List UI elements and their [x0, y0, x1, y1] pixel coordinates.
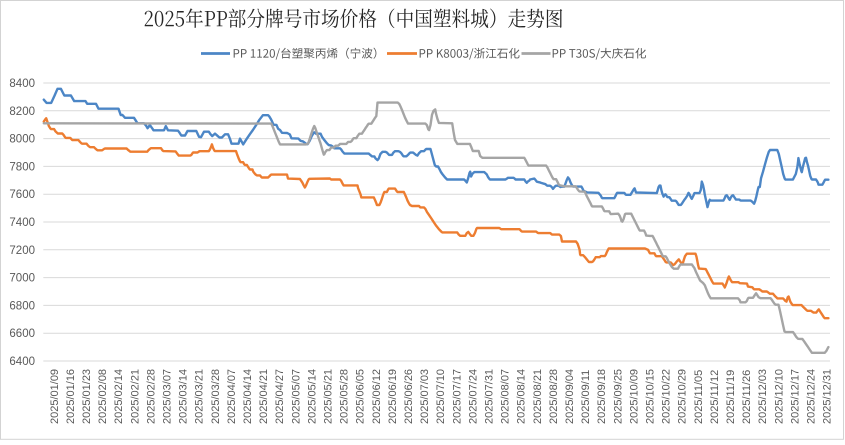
svg-text:2025/04/27: 2025/04/27 [274, 369, 286, 424]
svg-text:6600: 6600 [9, 328, 35, 340]
svg-text:2025/11/19: 2025/11/19 [725, 370, 737, 424]
svg-text:2025/04/07: 2025/04/07 [226, 369, 238, 424]
svg-text:2025/04/21: 2025/04/21 [258, 369, 270, 424]
svg-text:2025/10/09: 2025/10/09 [628, 369, 640, 424]
svg-text:2025/03/28: 2025/03/28 [210, 369, 222, 424]
svg-text:2025/08/28: 2025/08/28 [548, 369, 560, 424]
svg-text:2025/01/16: 2025/01/16 [65, 369, 77, 424]
svg-text:2025/07/17: 2025/07/17 [451, 369, 463, 424]
svg-text:2025/10/22: 2025/10/22 [661, 369, 673, 424]
svg-text:6800: 6800 [9, 300, 35, 312]
svg-text:2025/02/14: 2025/02/14 [113, 369, 125, 424]
svg-text:2025/02/28: 2025/02/28 [145, 369, 157, 424]
svg-text:2025/04/14: 2025/04/14 [242, 369, 254, 424]
svg-text:2025/06/19: 2025/06/19 [387, 369, 399, 424]
svg-text:2025/08/14: 2025/08/14 [516, 369, 528, 424]
svg-text:7800: 7800 [9, 161, 35, 173]
svg-text:2025/02/21: 2025/02/21 [129, 369, 141, 424]
svg-text:2025/05/14: 2025/05/14 [306, 369, 318, 424]
svg-text:2025/12/31: 2025/12/31 [822, 369, 834, 424]
svg-text:2025/03/14: 2025/03/14 [178, 369, 190, 424]
svg-text:2025/01/09: 2025/01/09 [49, 369, 61, 424]
svg-text:7000: 7000 [9, 273, 35, 285]
svg-text:8000: 8000 [9, 134, 35, 146]
svg-text:2025/05/28: 2025/05/28 [339, 369, 351, 424]
svg-text:7200: 7200 [9, 245, 35, 257]
svg-text:2025/06/12: 2025/06/12 [371, 369, 383, 424]
svg-text:2025/07/10: 2025/07/10 [435, 369, 447, 424]
svg-text:2025/11/26: 2025/11/26 [741, 370, 753, 424]
svg-text:2025/03/21: 2025/03/21 [194, 369, 206, 424]
svg-text:2025/05/21: 2025/05/21 [323, 369, 335, 424]
svg-text:2025/06/05: 2025/06/05 [355, 369, 367, 424]
svg-text:2025/03/07: 2025/03/07 [162, 369, 174, 424]
svg-text:7600: 7600 [9, 189, 35, 201]
svg-text:2025/12/03: 2025/12/03 [757, 369, 769, 424]
svg-text:2025/12/10: 2025/12/10 [773, 369, 785, 424]
svg-text:2025/09/11: 2025/09/11 [580, 370, 592, 424]
svg-text:2025/07/24: 2025/07/24 [467, 369, 479, 424]
svg-text:2025/09/25: 2025/09/25 [612, 369, 624, 424]
svg-text:2025/09/04: 2025/09/04 [564, 369, 576, 424]
svg-text:2025/11/12: 2025/11/12 [709, 370, 721, 424]
svg-text:2025/08/07: 2025/08/07 [500, 369, 512, 424]
svg-text:2025/09/18: 2025/09/18 [596, 369, 608, 424]
svg-text:2025/02/08: 2025/02/08 [97, 369, 109, 424]
svg-text:2025/07/31: 2025/07/31 [484, 369, 496, 424]
svg-text:2025/08/21: 2025/08/21 [532, 369, 544, 424]
svg-text:6400: 6400 [9, 356, 35, 368]
svg-text:7400: 7400 [9, 217, 35, 229]
svg-text:2025/07/03: 2025/07/03 [419, 369, 431, 424]
svg-text:2025/10/15: 2025/10/15 [645, 369, 657, 424]
svg-text:2025/12/24: 2025/12/24 [806, 369, 818, 424]
svg-text:8400: 8400 [9, 78, 35, 90]
svg-text:2025/05/07: 2025/05/07 [290, 369, 302, 424]
svg-text:2025/10/29: 2025/10/29 [677, 369, 689, 424]
svg-text:2025/06/26: 2025/06/26 [403, 369, 415, 424]
svg-text:8200: 8200 [9, 106, 35, 118]
svg-text:2025/11/05: 2025/11/05 [693, 370, 705, 424]
svg-text:2025/12/17: 2025/12/17 [789, 369, 801, 424]
svg-text:2025/01/23: 2025/01/23 [81, 369, 93, 424]
